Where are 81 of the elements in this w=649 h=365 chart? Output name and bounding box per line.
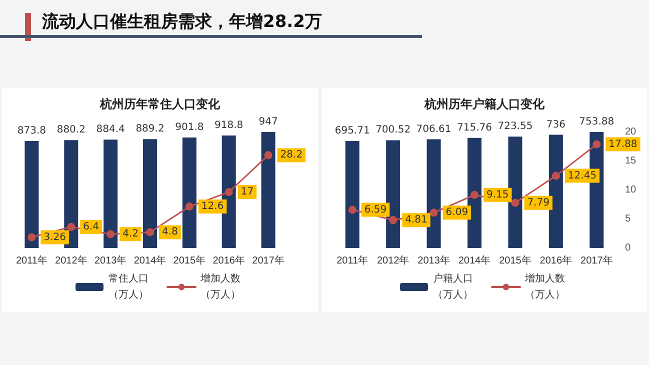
bar	[261, 132, 276, 248]
data-label: 873.8	[17, 125, 46, 136]
x-tick-label: 2016年	[212, 254, 245, 266]
data-label: 753.88	[579, 116, 614, 128]
x-tick-label: 2015年	[499, 254, 532, 266]
data-label: 7.79	[527, 197, 550, 208]
point	[67, 222, 76, 231]
bar	[386, 140, 400, 248]
x-tick-label: 2016年	[540, 254, 572, 266]
point	[264, 151, 272, 160]
bar	[426, 139, 441, 248]
data-label: 12.45	[568, 170, 597, 182]
point	[28, 233, 36, 242]
chart-title: 杭州历年常住人口变化	[99, 97, 221, 111]
legend-label: 增加人数（万人）	[524, 272, 565, 300]
data-label: 880.2	[56, 124, 86, 136]
point	[389, 216, 398, 224]
data-label: 3.26	[44, 232, 66, 243]
data-label: 28.2	[280, 150, 303, 161]
legend-label: 常住人口（万人）	[108, 272, 148, 300]
data-label: 706.61	[416, 124, 452, 135]
data-label: 4.81	[405, 214, 428, 226]
bar	[182, 138, 196, 248]
chart-title: 杭州历年户籍人口变化	[424, 97, 546, 111]
point	[146, 228, 154, 236]
data-label: 6.4	[83, 221, 100, 232]
x-tick-label: 2017年	[580, 254, 613, 266]
point	[185, 202, 194, 211]
point	[552, 172, 560, 180]
data-label: 884.4	[96, 124, 125, 136]
x-tick-label: 2011年	[16, 254, 48, 266]
x-tick-label: 2012年	[55, 254, 88, 266]
x-tick-label: 2015年	[173, 254, 206, 266]
bar	[345, 140, 360, 248]
point	[511, 198, 520, 207]
x-tick-label: 2011年	[336, 254, 368, 266]
y2-tick-label: 5	[625, 214, 631, 224]
data-label: 17.88	[608, 138, 638, 150]
x-tick-label: 2012年	[376, 254, 410, 266]
data-label: 4.8	[162, 226, 178, 238]
data-label: 715.76	[457, 122, 492, 134]
point	[470, 190, 478, 199]
point	[224, 188, 233, 196]
point	[592, 140, 601, 148]
x-tick-label: 2017年	[252, 254, 284, 266]
y2-tick-label: 10	[625, 184, 637, 196]
data-label: 4.2	[122, 228, 138, 240]
data-label: 6.59	[364, 204, 387, 216]
data-label: 12.6	[201, 201, 224, 212]
data-label: 736	[546, 119, 566, 130]
y2-tick-label: 15	[625, 156, 637, 166]
bar	[143, 139, 157, 248]
y2-tick-label: 20	[625, 126, 637, 138]
bar	[104, 140, 118, 248]
x-tick-label: 2013年	[94, 254, 127, 266]
data-label: 9.15	[486, 189, 509, 200]
bar	[222, 135, 236, 248]
point	[430, 208, 438, 217]
data-label: 695.71	[334, 125, 370, 136]
bar	[508, 136, 522, 248]
data-label: 889.2	[136, 124, 164, 135]
data-label: 6.09	[446, 207, 468, 218]
text: 流动人口催生租房需求，年增28.2万	[42, 11, 322, 33]
legend-label: 增加人数（万人）	[200, 272, 240, 300]
bar	[468, 138, 482, 248]
data-label: 700.52	[376, 124, 411, 136]
bar	[24, 140, 39, 248]
data-label: 17	[240, 186, 254, 198]
x-tick-label: 2014年	[458, 254, 491, 266]
bar	[64, 140, 78, 248]
y2-tick-label: 0	[625, 242, 631, 254]
x-tick-label: 2014年	[134, 254, 166, 266]
data-label: 901.8	[175, 122, 204, 134]
x-tick-label: 2013年	[418, 254, 450, 266]
bar	[548, 134, 563, 248]
point	[348, 206, 356, 214]
legend-label: 户籍人口（万人）	[433, 272, 473, 300]
data-label: 947	[258, 116, 278, 128]
data-label: 723.55	[498, 121, 533, 132]
point	[106, 230, 115, 238]
data-label: 918.8	[214, 120, 244, 131]
